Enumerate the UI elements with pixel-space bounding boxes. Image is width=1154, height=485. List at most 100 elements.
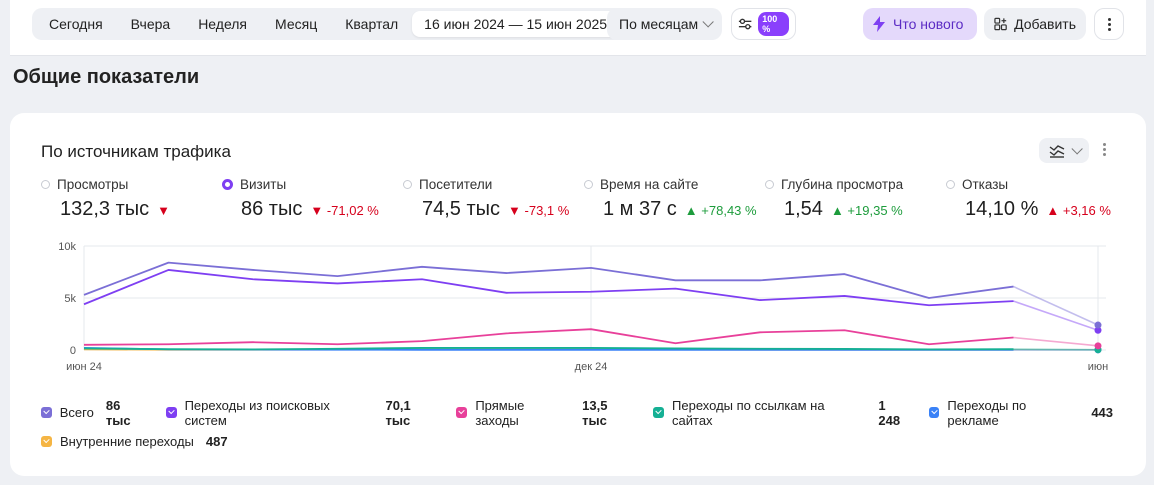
- period-week[interactable]: Неделя: [198, 16, 248, 32]
- legend-total: 13,5 тыс: [582, 397, 608, 428]
- chevron-down-icon: [702, 16, 714, 28]
- checkbox-icon[interactable]: [41, 407, 52, 418]
- metric-pageviews[interactable]: Просмотры 132,3 тыс ▼: [41, 177, 170, 221]
- add-widget-label: Добавить: [1014, 16, 1076, 32]
- widget-more-button[interactable]: [1103, 143, 1106, 156]
- metric-radio[interactable]: [41, 180, 50, 189]
- metric-delta: ▲ +19,35 %: [830, 203, 903, 218]
- metric-value: 14,10 %: [965, 198, 1039, 220]
- metric-value: 86 тыс: [241, 198, 303, 220]
- metric-visits[interactable]: Визиты 86 тыс ▼ -71,02 %: [222, 177, 379, 221]
- delta-down-icon: ▼: [157, 203, 171, 218]
- metric-label: Визиты: [240, 177, 287, 192]
- metric-page-depth[interactable]: Глубина просмотра 1,54 ▲ +19,35 %: [765, 177, 903, 221]
- grouping-select[interactable]: По месяцам: [607, 8, 722, 40]
- add-widget-button[interactable]: Добавить: [984, 8, 1086, 40]
- metric-visitors[interactable]: Посетители 74,5 тыс ▼ -73,1 %: [403, 177, 569, 221]
- sliders-icon: [738, 18, 752, 30]
- legend-item[interactable]: Переходы по ссылкам на сайтах 1 248: [653, 398, 910, 428]
- metric-label: Отказы: [962, 177, 1009, 192]
- sampling-badge: 100 %: [758, 12, 789, 36]
- series-partial-segment: [1013, 285, 1099, 326]
- chart-legend: Всего 86 тыс Переходы из поисковых систем 7…: [41, 398, 1131, 456]
- series-line: [83, 269, 1014, 307]
- traffic-sources-widget: По источникам трафика Просмотры 132,3 ты…: [10, 113, 1146, 476]
- metric-delta: ▼ -73,1 %: [508, 203, 570, 218]
- top-toolbar: Сегодня Вчера Неделя Месяц Квартал 16 ию…: [10, 0, 1146, 56]
- legend-item[interactable]: Прямые заходы 13,5 тыс: [456, 398, 635, 428]
- y-tick-label: 5k: [64, 293, 76, 305]
- series-endpoint: [1094, 342, 1102, 350]
- whats-new-button[interactable]: Что нового: [863, 8, 977, 40]
- legend-item[interactable]: Переходы из поисковых систем 70,1 тыс: [165, 397, 439, 428]
- page-title: Общие показатели: [13, 66, 200, 88]
- period-month[interactable]: Месяц: [275, 16, 318, 32]
- y-tick-label: 10k: [58, 241, 76, 253]
- checkbox-icon[interactable]: [928, 407, 940, 418]
- legend-row: Всего 86 тыс Переходы из поисковых систем 7…: [41, 397, 1131, 428]
- metric-value: 1,54: [784, 198, 823, 220]
- metric-radio[interactable]: [946, 180, 955, 189]
- legend-total: 70,1 тыс: [385, 397, 411, 428]
- metric-value: 1 м 37 с: [603, 198, 677, 220]
- period-today[interactable]: Сегодня: [49, 16, 103, 32]
- checkbox-icon[interactable]: [165, 407, 177, 418]
- metric-radio[interactable]: [584, 180, 593, 189]
- more-vertical-icon: [1107, 17, 1111, 31]
- metric-delta: ▼ -71,02 %: [310, 203, 379, 218]
- more-vertical-icon: [1103, 143, 1106, 156]
- legend-label: Прямые заходы: [475, 397, 525, 428]
- series-line: [83, 261, 1014, 299]
- metric-label: Просмотры: [57, 177, 129, 192]
- metric-label: Посетители: [419, 177, 493, 192]
- series-endpoint: [1094, 326, 1102, 334]
- legend-total: 487: [205, 434, 228, 449]
- legend-label: Переходы из поисковых систем: [184, 397, 330, 428]
- series-partial-segment: [1013, 348, 1099, 351]
- legend-label: Переходы по ссылкам на сайтах: [672, 397, 825, 428]
- legend-item[interactable]: Внутренние переходы 487: [41, 434, 228, 449]
- more-menu-button[interactable]: [1094, 8, 1124, 40]
- date-range-picker[interactable]: 16 июн 2024 — 15 июн 2025: [412, 11, 636, 37]
- chevron-down-icon: [1071, 142, 1083, 155]
- metric-delta: ▲ +3,16 %: [1046, 203, 1111, 218]
- legend-total: 86 тыс: [105, 397, 131, 428]
- series-line: [83, 347, 1014, 351]
- traffic-line-chart[interactable]: 0 5k 10k июн 24 дек 24 июн: [10, 238, 1146, 378]
- x-tick-label: июн 24: [66, 361, 102, 373]
- checkbox-icon[interactable]: [41, 436, 52, 447]
- series-line: [83, 328, 1014, 346]
- sampling-button[interactable]: 100 %: [731, 8, 796, 40]
- legend-item[interactable]: Всего 86 тыс: [41, 398, 148, 428]
- checkbox-icon[interactable]: [653, 407, 665, 418]
- series-endpoint: [1094, 321, 1102, 329]
- metric-delta: ▲ +78,43 %: [684, 203, 757, 218]
- checkbox-icon[interactable]: [456, 407, 468, 418]
- chart-lines-icon: [1049, 144, 1065, 158]
- series-partial-segment: [1013, 336, 1099, 347]
- metric-radio-selected[interactable]: [222, 179, 233, 190]
- whats-new-label: Что нового: [893, 16, 964, 32]
- legend-row: Внутренние переходы 487: [41, 427, 1131, 456]
- metric-value: 74,5 тыс: [422, 198, 501, 220]
- add-widget-icon: [994, 17, 1007, 31]
- grouping-label: По месяцам: [619, 16, 699, 32]
- chart-type-toggle[interactable]: [1039, 138, 1089, 163]
- period-quarter[interactable]: Квартал: [345, 16, 399, 32]
- x-tick-label: дек 24: [575, 361, 608, 373]
- legend-total: 443: [1091, 405, 1114, 420]
- date-range-label: 16 июн 2024 — 15 июн 2025: [424, 16, 608, 32]
- series-partial-segment: [1013, 300, 1099, 331]
- period-yesterday[interactable]: Вчера: [130, 16, 171, 32]
- y-tick-label: 0: [70, 345, 76, 357]
- metric-bounce-rate[interactable]: Отказы 14,10 % ▲ +3,16 %: [946, 177, 1111, 221]
- metric-radio[interactable]: [403, 180, 412, 189]
- metric-label: Глубина просмотра: [781, 177, 904, 192]
- lightning-icon: [873, 16, 885, 32]
- metric-radio[interactable]: [765, 180, 774, 189]
- widget-title: По источникам трафика: [41, 142, 231, 161]
- period-selector: Сегодня Вчера Неделя Месяц Квартал 16 ию…: [32, 8, 639, 40]
- legend-item[interactable]: Переходы по рекламе 443: [928, 397, 1114, 428]
- legend-label: Переходы по рекламе: [947, 397, 1027, 428]
- metric-time-on-site[interactable]: Время на сайте 1 м 37 с ▲ +78,43 %: [584, 177, 757, 221]
